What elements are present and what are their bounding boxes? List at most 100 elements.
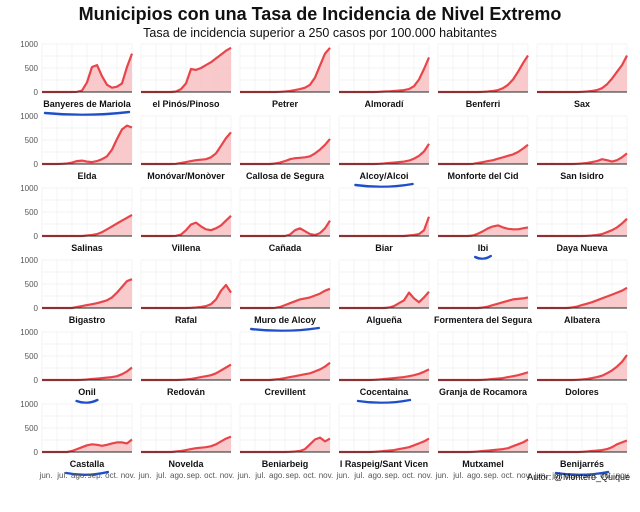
x-tick-label: nov. — [616, 471, 631, 480]
series-area — [537, 55, 627, 92]
series-area — [141, 47, 231, 92]
facet-panel: Villena — [140, 187, 232, 253]
series-area — [537, 218, 627, 236]
series-area — [141, 215, 231, 236]
panel-label: Onil — [78, 387, 96, 397]
panel-label: Algueña — [366, 315, 402, 325]
panel-label: Castalla — [70, 459, 106, 469]
y-tick-label: 500 — [25, 136, 39, 145]
author-credit: Autor: @Montero_Quique — [527, 472, 630, 482]
series-area — [141, 132, 231, 164]
y-tick-label: 0 — [34, 160, 39, 169]
series-area — [240, 437, 330, 452]
x-tick-label: sep. — [187, 471, 202, 480]
series-area — [438, 144, 528, 164]
chart-subtitle: Tasa de incidencia superior a 250 casos … — [143, 26, 497, 40]
series-area — [438, 225, 528, 236]
facet-panel: Daya Nueva — [536, 187, 628, 253]
highlight-underline — [354, 182, 414, 188]
x-tick-label: jun. — [534, 471, 548, 480]
facet-panel: Benferri — [437, 43, 529, 109]
facet-panel: Redován — [140, 331, 232, 397]
x-tick-label: ago. — [269, 471, 285, 480]
series-area — [42, 279, 132, 308]
facet-panel: Petrer — [239, 43, 331, 109]
x-tick-label: ago. — [71, 471, 87, 480]
series-area — [537, 440, 627, 452]
x-tick-label: sep. — [583, 471, 598, 480]
y-tick-label: 500 — [25, 280, 39, 289]
panel-label: Mutxamel — [462, 459, 504, 469]
x-tick-label: jul. — [452, 471, 463, 480]
x-tick-label: nov. — [220, 471, 235, 480]
facet-panel: Granja de Rocamora — [437, 331, 529, 397]
y-tick-label: 0 — [34, 304, 39, 313]
series-area — [537, 153, 627, 164]
facet-panel: Mutxamel — [437, 403, 529, 469]
facet-panel: Monóvar/Monòver — [140, 115, 232, 181]
facet-panel: Bigastro — [41, 259, 133, 325]
series-area — [240, 220, 330, 236]
highlight-underline — [65, 470, 109, 476]
facet-panel: Algueña — [338, 259, 430, 325]
panel-label: Dolores — [565, 387, 599, 397]
highlight-underline — [474, 254, 492, 260]
panel-label: Salinas — [71, 243, 103, 253]
x-tick-label: ago. — [368, 471, 384, 480]
y-tick-label: 0 — [34, 448, 39, 457]
y-tick-label: 0 — [34, 232, 39, 241]
facet-panel: Alcoy/Alcoi — [338, 115, 430, 188]
panel-label: Cocentaina — [360, 387, 410, 397]
y-tick-label: 1000 — [20, 112, 38, 121]
panel-label: Rafal — [175, 315, 197, 325]
facet-panel: Salinas — [41, 187, 133, 253]
x-tick-label: oct. — [303, 471, 316, 480]
facet-panel: Beniarbeig — [239, 403, 331, 469]
x-tick-label: oct. — [204, 471, 217, 480]
y-tick-label: 1000 — [20, 256, 38, 265]
panel-label: el Pinós/Pinoso — [152, 99, 220, 109]
x-tick-label: jul. — [353, 471, 364, 480]
x-tick-label: oct. — [501, 471, 514, 480]
series-area — [240, 362, 330, 380]
facet-panel: Muro de Alcoy — [239, 259, 331, 332]
y-tick-label: 0 — [34, 88, 39, 97]
x-tick-label: jul. — [155, 471, 166, 480]
series-area — [339, 291, 429, 308]
x-tick-label: nov. — [418, 471, 433, 480]
facet-panel: Albatera — [536, 259, 628, 325]
series-area — [42, 214, 132, 236]
series-area — [339, 143, 429, 164]
x-tick-label: jul. — [254, 471, 265, 480]
facet-panel: Castalla — [41, 403, 133, 476]
series-area — [537, 287, 627, 308]
x-tick-label: oct. — [600, 471, 613, 480]
facet-panel: Ibi — [437, 187, 529, 260]
panel-label: Novelda — [168, 459, 204, 469]
facet-panel: Biar — [338, 187, 431, 253]
facet-panel: Cocentaina — [338, 331, 430, 404]
panel-label: Petrer — [272, 99, 299, 109]
facet-panel: Rafal — [140, 259, 232, 325]
highlight-underline — [554, 470, 610, 476]
chart-title: Municipios con una Tasa de Incidencia de… — [78, 4, 562, 24]
x-tick-label: jun. — [237, 471, 251, 480]
x-tick-label: jun. — [39, 471, 53, 480]
panel-label: l Raspeig/Sant Vicen — [340, 459, 428, 469]
x-tick-label: nov. — [517, 471, 532, 480]
panel-label: Cañada — [269, 243, 303, 253]
x-tick-label: jul. — [56, 471, 67, 480]
y-tick-label: 500 — [25, 64, 39, 73]
facet-panel: Banyeres de Mariola — [41, 43, 134, 116]
panel-label: Almoradí — [364, 99, 404, 109]
y-tick-label: 1000 — [20, 40, 38, 49]
facet-panel: Dolores — [536, 331, 628, 397]
panel-label: Alcoy/Alcoi — [359, 171, 408, 181]
series-area — [42, 367, 132, 380]
panel-label: Daya Nueva — [556, 243, 608, 253]
facet-panel: Monforte del Cid — [437, 115, 529, 181]
facet-panel: l Raspeig/Sant Vicen — [338, 403, 430, 469]
facet-panel: Elda — [41, 115, 133, 181]
facet-panel: Cañada — [239, 187, 331, 253]
series-area — [240, 47, 330, 92]
